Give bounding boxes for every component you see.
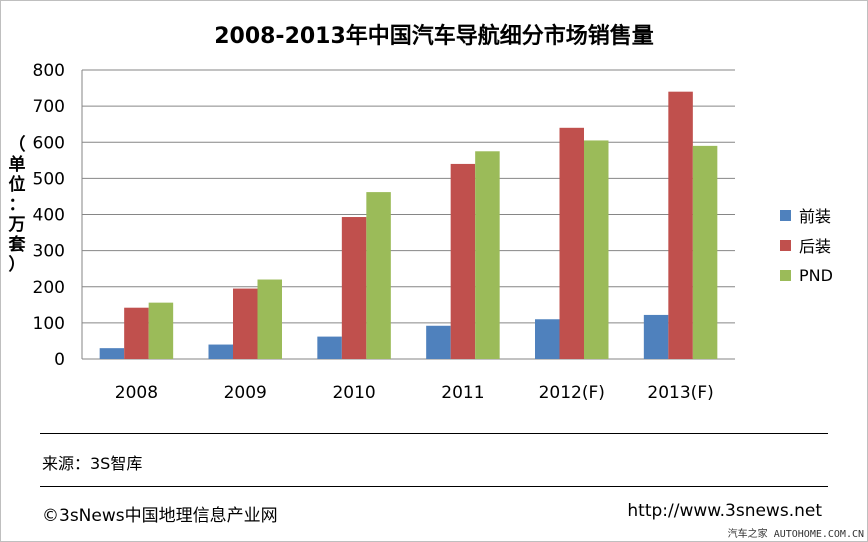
- footer-url[interactable]: http://www.3snews.net: [627, 501, 822, 521]
- source-text: 来源：3S智库: [42, 454, 143, 473]
- legend-label: 后装: [799, 237, 832, 256]
- legend-item: 后装: [780, 230, 833, 260]
- bar: [341, 217, 367, 359]
- x-tick-label: 2009: [224, 383, 267, 403]
- bar: [692, 145, 718, 359]
- bar: [535, 319, 560, 359]
- bar: [317, 336, 342, 359]
- y-axis-label: （单位：万套）: [6, 135, 28, 275]
- y-tick-label: 0: [54, 350, 65, 370]
- y-tick-label: 700: [33, 97, 65, 117]
- x-tick-label: 2012(F): [539, 383, 605, 403]
- y-tick-label: 400: [33, 206, 65, 226]
- bar: [233, 288, 258, 359]
- y-axis-label-char: （: [8, 135, 26, 155]
- bar: [366, 192, 391, 359]
- y-axis-label-char: 万: [8, 215, 26, 235]
- chart-title: 2008-2013年中国汽车导航细分市场销售量: [214, 24, 654, 49]
- y-tick-label: 600: [33, 133, 65, 153]
- y-tick-label: 200: [33, 278, 65, 298]
- bar: [124, 307, 149, 359]
- y-tick-label: 300: [33, 242, 65, 262]
- y-tick-label: 800: [33, 61, 65, 81]
- y-axis-label-char: 位: [8, 175, 26, 195]
- legend-item: PND: [780, 260, 833, 290]
- bar: [450, 163, 476, 359]
- bar: [643, 314, 669, 359]
- bar: [584, 140, 609, 359]
- y-tick-label: 100: [33, 314, 65, 334]
- bar: [668, 91, 693, 360]
- legend-swatch: [780, 209, 791, 221]
- y-axis-label-char: ）: [8, 255, 26, 275]
- bar: [559, 127, 584, 359]
- legend: 前装后装 PND: [780, 200, 833, 290]
- bar: [257, 279, 282, 359]
- legend-swatch: [780, 239, 791, 251]
- legend-label: 前装: [799, 207, 832, 226]
- y-tick-label: 500: [33, 169, 65, 189]
- y-axis-label-char: ：: [8, 195, 26, 215]
- bar-chart: 0 100 200 300 400 500 600 700 800 2008 2009 2010 201…: [33, 61, 735, 403]
- x-tick-label: 2008: [115, 383, 158, 403]
- legend-swatch: [780, 269, 791, 281]
- y-axis-label-char: 套: [8, 235, 26, 255]
- legend-label: PND: [799, 265, 833, 285]
- divider-bottom: [40, 486, 828, 487]
- bar: [475, 151, 500, 359]
- footer-copyright: ©3sNews中国地理信息产业网: [42, 506, 278, 526]
- legend-item: 前装: [780, 200, 833, 230]
- watermark: 汽车之家 AUTOHOME.COM.CN: [727, 529, 864, 540]
- x-tick-label: 2010: [332, 383, 375, 403]
- bar: [148, 302, 174, 359]
- x-tick-label: 2011: [441, 383, 484, 403]
- x-tick-label: 2013(F): [647, 383, 713, 403]
- bar: [426, 325, 451, 359]
- y-axis-label-char: 单: [8, 155, 26, 175]
- bar: [208, 344, 233, 359]
- divider-top: [40, 433, 828, 434]
- bar: [99, 348, 125, 359]
